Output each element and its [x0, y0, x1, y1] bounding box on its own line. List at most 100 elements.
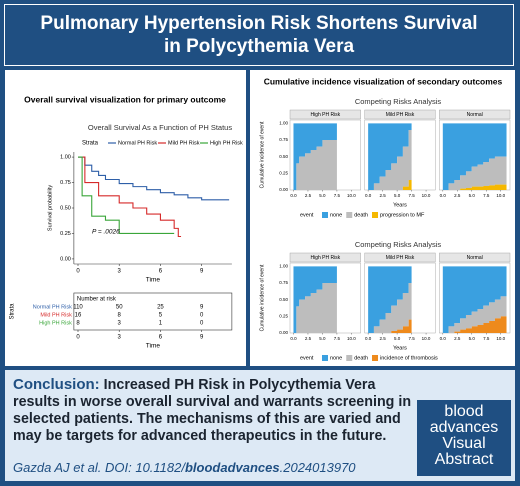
legend-label: Mild PH Risk	[168, 140, 200, 146]
x-tick-label: 10.0	[422, 193, 431, 198]
conclusion: Conclusion: Increased PH Risk in Polycyt…	[13, 376, 413, 445]
x-tick-label: 2.5	[379, 336, 386, 341]
conclusion-label: Conclusion:	[13, 376, 100, 393]
x-tick-label: 0	[76, 269, 80, 275]
legend-label: none	[330, 212, 342, 218]
facet-label: Normal	[467, 112, 483, 118]
logo-text: blood	[444, 403, 484, 420]
x-tick-label: 0.0	[365, 336, 372, 341]
y-tick-label: 0.25	[60, 231, 71, 237]
area-none	[368, 123, 412, 190]
y-tick-label: 0.25	[279, 314, 288, 319]
legend-label: none	[330, 355, 342, 361]
x-tick-label: 6	[159, 335, 163, 341]
x-label: Years	[393, 202, 407, 208]
area-death	[368, 130, 412, 190]
area-none	[442, 266, 507, 333]
facet-strip	[289, 252, 361, 263]
y-label: Cumulative incidence of event	[259, 264, 265, 331]
cell: 8	[118, 313, 122, 319]
y-tick-label: 0.00	[279, 187, 288, 192]
x-tick-label: 2.5	[454, 193, 461, 198]
x-tick-label: 0.0	[365, 193, 372, 198]
table-box	[73, 292, 233, 331]
logo-text: Visual	[442, 435, 486, 452]
cite: bloodadvances	[184, 460, 280, 475]
y-tick-label: 0.00	[279, 330, 288, 335]
x-tick-label: 5.0	[469, 336, 476, 341]
legend-label: Normal PH Risk	[118, 140, 157, 146]
logo-text: Abstract	[434, 451, 494, 468]
area-event	[442, 316, 507, 333]
facet-label: High PH Risk	[310, 112, 340, 118]
conclusion-box: Conclusion: Increased PH Risk in Polycyt…	[5, 370, 515, 481]
row-label: Normal PH Risk	[33, 304, 72, 310]
annotation: P = .0026	[92, 229, 120, 236]
x-tick-label: 7.5	[334, 336, 341, 341]
y-label: Strata	[10, 303, 16, 320]
area-death	[442, 156, 507, 190]
x-label: Years	[393, 345, 407, 351]
legend-label: High PH Risk	[210, 140, 243, 146]
y-label: Cumulative incidence of event	[259, 121, 265, 188]
x-tick-label: 5.0	[394, 193, 401, 198]
x-tick-label: 7.5	[334, 193, 341, 198]
panels: Overall survival visualization for prima…	[5, 70, 515, 366]
cite: Gazda AJ et al. DOI: 10.1182/	[13, 460, 185, 475]
legend-swatch	[372, 355, 379, 361]
area-event	[442, 184, 507, 190]
x-tick-label: 7.5	[483, 193, 490, 198]
legend-label: death	[354, 355, 368, 361]
x-tick-label: 0.0	[440, 336, 447, 341]
facet-strip	[439, 109, 511, 120]
area-death	[293, 140, 337, 190]
x-tick-label: 6	[159, 269, 163, 275]
legend-label: progression to MF	[380, 212, 425, 218]
cell: 3	[118, 321, 122, 327]
legend-title: event	[300, 355, 314, 361]
x-tick-label: 2.5	[305, 336, 312, 341]
y-tick-label: 0.00	[60, 256, 71, 262]
x-label: Time	[146, 277, 161, 284]
heading: Overall survival visualization for prima…	[24, 94, 226, 104]
x-tick-label: 5.0	[469, 193, 476, 198]
x-tick-label: 0	[76, 335, 80, 341]
y-tick-label: 0.25	[279, 171, 288, 176]
y-tick-label: 0.75	[60, 180, 71, 186]
cell: 8	[76, 321, 80, 327]
chart-title: Competing Risks Analysis	[355, 97, 442, 106]
area-none	[442, 123, 507, 190]
x-tick-label: 5.0	[319, 193, 326, 198]
heading: Cumulative incidence visualization of se…	[264, 76, 503, 86]
facet-label: Mild PH Risk	[386, 255, 415, 261]
area-death	[293, 283, 337, 333]
x-tick-label: 10.0	[347, 336, 356, 341]
y-tick-label: 0.50	[279, 297, 288, 302]
cell: 50	[116, 305, 123, 311]
x-tick-label: 3	[118, 269, 122, 275]
area-death	[442, 296, 507, 333]
y-tick-label: 1.00	[279, 264, 288, 269]
area-none	[368, 266, 412, 333]
table-title: Number at risk	[77, 297, 117, 303]
facet-label: Mild PH Risk	[386, 112, 415, 118]
x-tick-label: 7.5	[408, 336, 415, 341]
facet-strip	[289, 109, 361, 120]
cell: 0	[200, 321, 204, 327]
x-tick-label: 7.5	[408, 193, 415, 198]
area-event	[368, 319, 412, 333]
area-death	[368, 283, 412, 333]
y-tick-label: 0.75	[279, 137, 288, 142]
cell: 0	[200, 313, 204, 319]
x-tick-label: 0.0	[290, 193, 297, 198]
x-tick-label: 10.0	[422, 336, 431, 341]
legend-swatch	[346, 212, 353, 218]
facet-label: Normal	[467, 255, 483, 261]
survival-curve	[78, 156, 182, 238]
header: Pulmonary Hypertension Risk Shortens Sur…	[4, 4, 514, 66]
legend-swatch	[372, 212, 379, 218]
x-tick-label: 2.5	[454, 336, 461, 341]
x-tick-label: 10.0	[347, 193, 356, 198]
x-tick-label: 3	[118, 335, 122, 341]
